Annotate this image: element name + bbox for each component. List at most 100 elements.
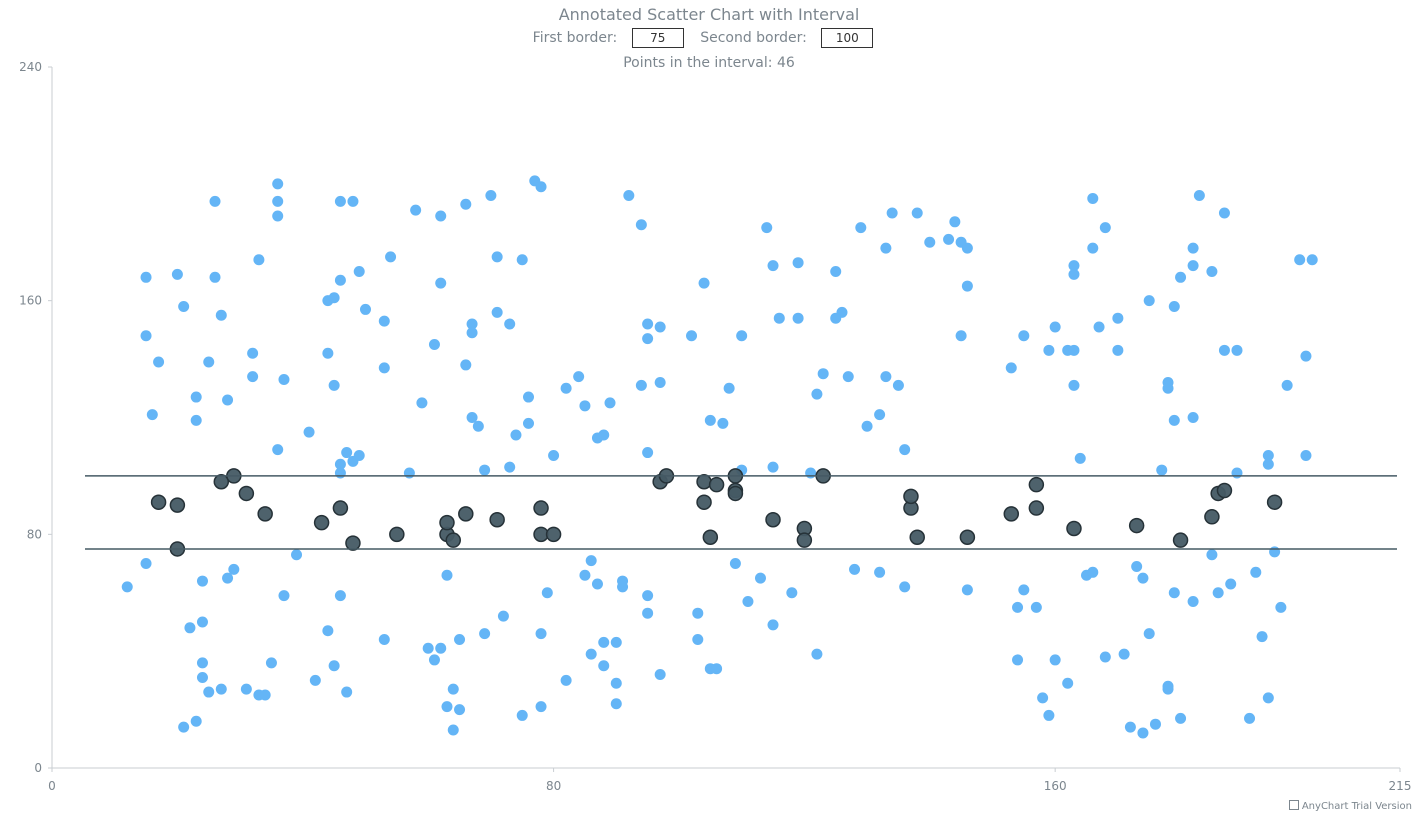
scatter-point xyxy=(272,210,284,222)
scatter-point xyxy=(610,677,622,689)
scatter-point xyxy=(228,563,240,575)
scatter-point xyxy=(265,657,277,669)
scatter-point xyxy=(378,633,390,645)
scatter-point xyxy=(830,265,842,277)
scatter-point xyxy=(911,207,923,219)
scatter-point xyxy=(1118,648,1130,660)
scatter-point xyxy=(1093,321,1105,333)
scatter-point xyxy=(727,485,744,502)
scatter-point xyxy=(1300,449,1312,461)
scatter-point xyxy=(610,636,622,648)
scatter-point xyxy=(213,474,230,490)
scatter-point xyxy=(178,301,190,313)
scatter-point xyxy=(140,271,152,283)
scatter-point xyxy=(736,330,748,342)
scatter-point xyxy=(190,391,202,403)
scatter-point xyxy=(516,254,528,266)
scatter-point xyxy=(899,444,911,456)
scatter-point xyxy=(1099,651,1111,663)
scatter-point xyxy=(247,371,259,383)
scatter-point xyxy=(209,271,221,283)
scatter-point xyxy=(121,581,133,593)
scatter-point xyxy=(140,330,152,342)
scatter-point xyxy=(441,701,453,713)
second-border-label: Second border: xyxy=(700,30,807,46)
border-controls: First border: Second border: xyxy=(0,28,1418,48)
scatter-point xyxy=(692,607,704,619)
scatter-point xyxy=(773,312,785,324)
scatter-point xyxy=(1012,654,1024,666)
scatter-point xyxy=(1231,467,1243,479)
scatter-point xyxy=(560,674,572,686)
scatter-point xyxy=(510,429,522,441)
scatter-point xyxy=(623,190,635,202)
scatter-point xyxy=(861,420,873,432)
scatter-point xyxy=(1300,350,1312,362)
scatter-point xyxy=(786,587,798,599)
axes: 0 80 160 240 0 80 160 215 xyxy=(19,60,1411,793)
scatter-point xyxy=(704,414,716,426)
scatter-point xyxy=(209,195,221,207)
scatter-point xyxy=(533,500,549,516)
scatter-point xyxy=(1043,709,1055,721)
scatter-point xyxy=(303,426,315,438)
scatter-point xyxy=(961,280,973,292)
scatter-point xyxy=(1087,192,1099,204)
scatter-point xyxy=(378,362,390,374)
scatter-point xyxy=(892,379,904,391)
scatter-point xyxy=(479,628,491,640)
scatter-point xyxy=(1068,260,1080,272)
scatter-point xyxy=(1218,207,1230,219)
scatter-point xyxy=(146,409,158,421)
scatter-point xyxy=(1193,190,1205,202)
scatter-point xyxy=(1204,509,1220,525)
scatter-point xyxy=(792,257,804,269)
scatter-point xyxy=(1262,692,1274,704)
second-border-input[interactable] xyxy=(821,28,874,48)
scatter-point xyxy=(1043,344,1055,356)
border-lines xyxy=(85,475,1397,550)
scatter-point xyxy=(291,549,303,561)
scatter-point xyxy=(1294,254,1306,266)
scatter-point xyxy=(309,674,321,686)
credit[interactable]: AnyChart Trial Version xyxy=(1288,800,1412,812)
scatter-point xyxy=(1187,412,1199,423)
scatter-point xyxy=(874,566,886,578)
scatter-point xyxy=(447,683,459,695)
y-tick-label: 80 xyxy=(27,527,42,541)
scatter-point xyxy=(811,648,823,660)
scatter-point xyxy=(454,633,466,645)
scatter-point xyxy=(711,663,723,675)
scatter-point xyxy=(1149,718,1161,730)
scatter-point xyxy=(591,578,603,590)
scatter-point xyxy=(472,420,484,432)
scatter-point xyxy=(489,511,505,528)
scatter-point xyxy=(1066,520,1082,537)
scatter-point xyxy=(328,660,340,672)
scatter-point xyxy=(541,587,553,599)
scatter-point xyxy=(169,497,186,513)
scatter-point xyxy=(334,590,346,602)
scatter-point xyxy=(278,590,290,602)
scatter-point xyxy=(729,558,741,570)
scatter-point xyxy=(238,485,255,502)
scatter-point xyxy=(692,633,704,645)
y-tick-label: 160 xyxy=(19,294,42,308)
first-border-input[interactable] xyxy=(631,28,684,48)
scatter-point xyxy=(1099,222,1111,234)
scatter-point xyxy=(1005,362,1017,374)
scatter-point xyxy=(1087,566,1099,578)
scatter-point xyxy=(961,584,973,596)
scatter-point xyxy=(1028,476,1045,493)
scatter-point xyxy=(717,417,729,429)
scatter-point xyxy=(447,724,459,736)
scatter-point xyxy=(924,236,936,248)
scatter-point xyxy=(702,529,719,546)
scatter-point xyxy=(504,318,516,330)
scatter-point xyxy=(334,458,346,470)
scatter-point xyxy=(435,210,447,222)
scatter-point xyxy=(1137,572,1149,584)
scatter-point xyxy=(341,447,353,459)
scatter-point xyxy=(389,526,405,543)
scatter-point xyxy=(880,242,892,254)
